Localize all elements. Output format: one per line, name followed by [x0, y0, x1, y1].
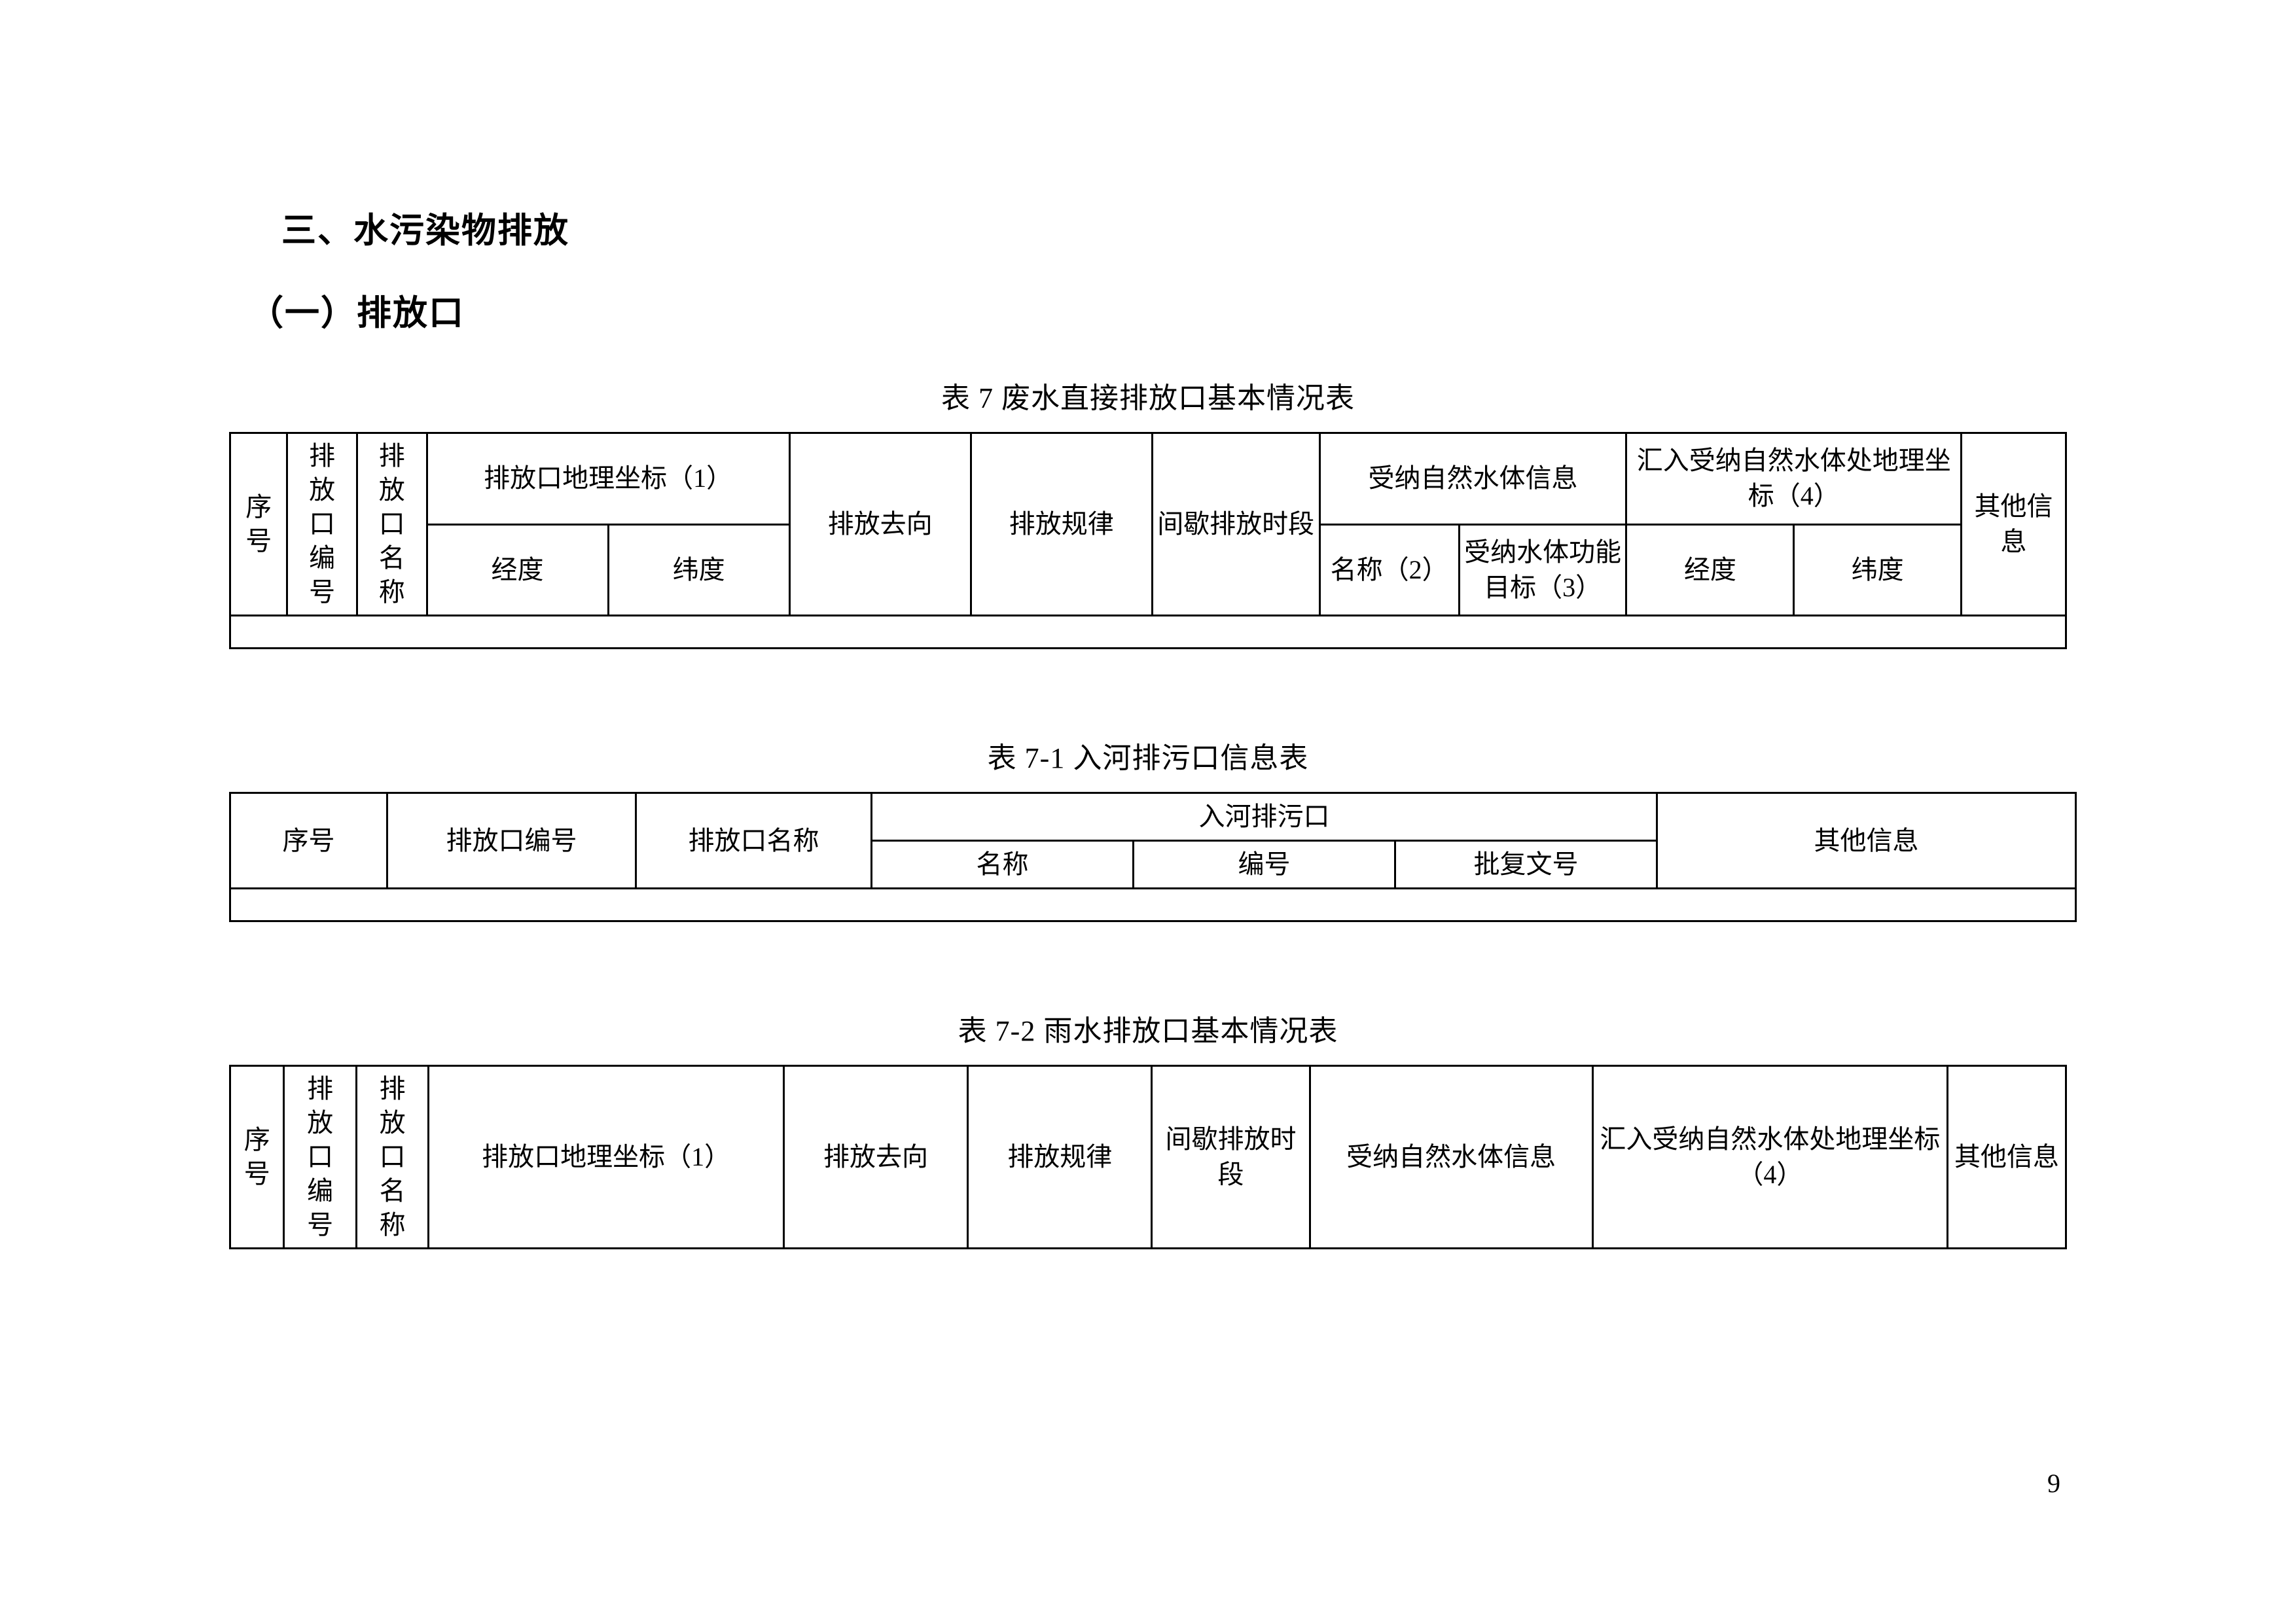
subsection-title: （一）排放口: [249, 285, 2067, 335]
table-row: [230, 889, 2076, 921]
table-7-2: 序号 排放口编号 排放口名称 排放口地理坐标（1） 排放去向 排放规律 间歇排放…: [229, 1065, 2067, 1249]
th-lon: 经度: [427, 524, 608, 616]
table-row: [230, 616, 2066, 649]
th-code: 编号: [1134, 841, 1395, 889]
th-river-outlet-group: 入河排污口: [872, 793, 1657, 841]
th-pattern: 排放规律: [971, 433, 1152, 616]
th-direction: 排放去向: [783, 1066, 967, 1249]
th-seq: 序号: [230, 793, 387, 889]
th-seq: 序号: [230, 433, 287, 616]
th-lat: 纬度: [608, 524, 789, 616]
empty-cell: [230, 616, 2066, 649]
th-direction: 排放去向: [789, 433, 971, 616]
table-7-1-caption: 表 7-1 入河排污口信息表: [229, 734, 2067, 776]
table-7-2-block: 表 7-2 雨水排放口基本情况表 序号 排放口编号 排放口名称 排放口地理坐标（…: [229, 1007, 2067, 1249]
th-geo-coord-group: 排放口地理坐标（1）: [427, 433, 789, 525]
table-row: 序号 排放口编号 排放口名称 入河排污口 其他信息: [230, 793, 2076, 841]
th-pattern: 排放规律: [968, 1066, 1152, 1249]
table-7-1: 序号 排放口编号 排放口名称 入河排污口 其他信息 名称 编号 批复文号: [229, 792, 2077, 922]
th-other: 其他信息: [1962, 433, 2066, 616]
th-outlet-code: 排放口编号: [287, 433, 357, 616]
th-outlet-name: 排放口名称: [636, 793, 872, 889]
table-7-1-block: 表 7-1 入河排污口信息表 序号 排放口编号 排放口名称 入河排污口 其他信息…: [229, 734, 2067, 922]
th-water-target: 受纳水体功能目标（3）: [1459, 524, 1626, 616]
th-inflow-coord-group: 汇入受纳自然水体处地理坐标（4）: [1626, 433, 1962, 525]
th-name: 名称: [872, 841, 1134, 889]
th-approval-no: 批复文号: [1395, 841, 1657, 889]
th-receiving-water-group: 受纳自然水体信息: [1319, 433, 1626, 525]
th-inflow-lat: 纬度: [1794, 524, 1962, 616]
th-outlet-name: 排放口名称: [356, 1066, 429, 1249]
table-7-2-caption: 表 7-2 雨水排放口基本情况表: [229, 1007, 2067, 1049]
table-7-caption: 表 7 废水直接排放口基本情况表: [229, 374, 2067, 416]
th-seq: 序号: [230, 1066, 284, 1249]
table-row: 序号 排放口编号 排放口名称 排放口地理坐标（1） 排放去向 排放规律 间歇排放…: [230, 433, 2066, 525]
empty-cell: [230, 889, 2076, 921]
th-outlet-code: 排放口编号: [387, 793, 636, 889]
th-water-name: 名称（2）: [1319, 524, 1459, 616]
th-outlet-code: 排放口编号: [284, 1066, 357, 1249]
table-7: 序号 排放口编号 排放口名称 排放口地理坐标（1） 排放去向 排放规律 间歇排放…: [229, 432, 2067, 649]
th-geo-coord: 排放口地理坐标（1）: [429, 1066, 784, 1249]
th-intermittent: 间歇排放时段: [1152, 433, 1319, 616]
page-number: 9: [2047, 1468, 2060, 1499]
table-7-block: 表 7 废水直接排放口基本情况表 序号 排放口编号 排放口名称 排放口地理坐标（…: [229, 374, 2067, 649]
th-intermittent: 间歇排放时段: [1152, 1066, 1310, 1249]
th-other: 其他信息: [1657, 793, 2076, 889]
th-receiving-water: 受纳自然水体信息: [1310, 1066, 1592, 1249]
th-outlet-name: 排放口名称: [357, 433, 427, 616]
section-title: 三、水污染物排放: [281, 203, 2067, 253]
document-page: 三、水污染物排放 （一）排放口 表 7 废水直接排放口基本情况表 序号 排放口编…: [0, 0, 2296, 1623]
th-inflow-lon: 经度: [1626, 524, 1794, 616]
th-inflow-coord: 汇入受纳自然水体处地理坐标（4）: [1592, 1066, 1948, 1249]
th-other: 其他信息: [1948, 1066, 2066, 1249]
table-row: 序号 排放口编号 排放口名称 排放口地理坐标（1） 排放去向 排放规律 间歇排放…: [230, 1066, 2066, 1249]
